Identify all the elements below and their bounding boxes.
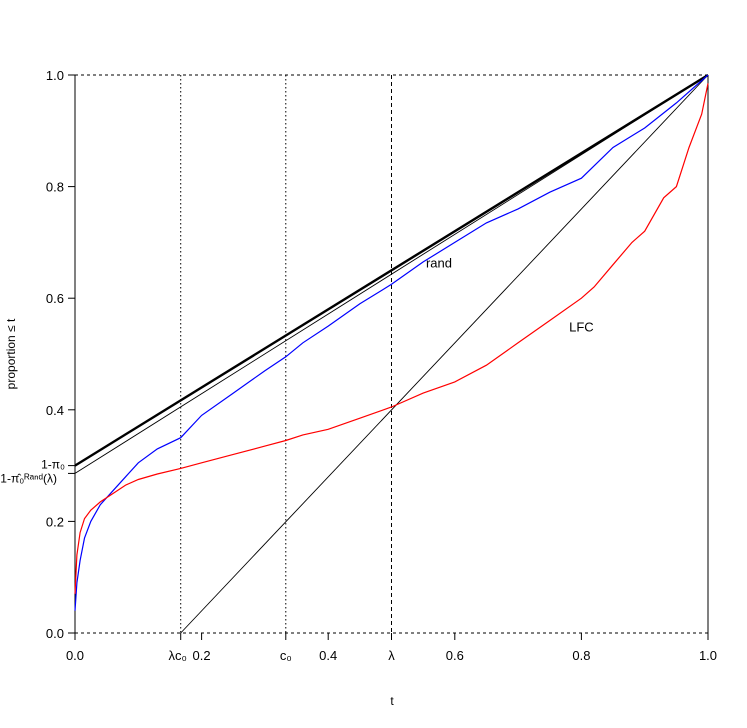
x-special-tick-label: λ [388, 648, 395, 663]
reference-line-1 [74, 73, 709, 467]
labels: t proportion ≤ t rand LFC [4, 256, 594, 708]
vertical-reference-lines [180, 75, 392, 633]
x-tick-label: 0.8 [572, 648, 590, 663]
y-axis-label: proportion ≤ t [4, 318, 18, 389]
annotation-lfc: LFC [569, 320, 594, 335]
x-special-tick-label: c₀ [280, 648, 292, 663]
y-tick-label: 0.6 [46, 291, 64, 306]
annotation-rand: rand [426, 256, 452, 271]
y-tick-label: 0.8 [46, 180, 64, 195]
x-tick-label: 1.0 [699, 648, 717, 663]
x-special-tick-label: λc₀ [169, 648, 187, 663]
axes: 0.0 0.2 0.4 0.6 0.8 1.0 λc₀ c₀ λ 0.0 0.2 0.4 0.6 0.8 1… [0, 68, 717, 663]
x-tick-label: 0.0 [66, 648, 84, 663]
series-layer [74, 73, 709, 634]
y-tick-label: 0.0 [46, 626, 64, 641]
y-intercept-label: 1-π̂₀ᴿᵃⁿᵈ(λ) [0, 471, 57, 485]
plot-frame [74, 74, 709, 634]
x-tick-label: 0.4 [319, 648, 337, 663]
series-lfc-line [74, 83, 709, 594]
y-tick-label: 1.0 [46, 68, 64, 83]
y-tick-label: 0.2 [46, 514, 64, 529]
x-axis-label: t [390, 694, 394, 708]
y-tick-label: 0.4 [46, 403, 64, 418]
x-tick-label: 0.6 [446, 648, 464, 663]
x-tick-label: 0.2 [193, 648, 211, 663]
reference-line-3 [180, 74, 709, 634]
series-rand-line [74, 74, 709, 611]
y-intercept-label: 1-π₀ [41, 458, 65, 472]
reference-line-2 [74, 74, 709, 474]
